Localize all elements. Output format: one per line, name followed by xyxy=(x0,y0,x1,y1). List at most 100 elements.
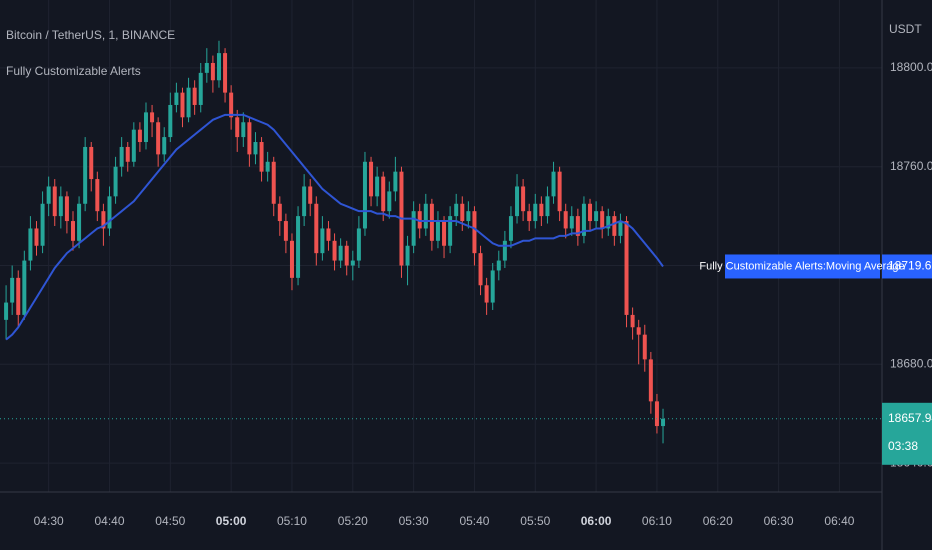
candle-body xyxy=(101,211,106,229)
candle-body xyxy=(387,191,392,212)
candle-body xyxy=(502,240,507,261)
x-tick-label: 04:30 xyxy=(34,514,64,528)
candle-body xyxy=(557,171,562,212)
candle-body xyxy=(302,186,307,217)
candle-body xyxy=(539,203,544,217)
candle-body xyxy=(545,196,550,217)
candle-body xyxy=(551,171,556,197)
candle-body xyxy=(107,196,112,229)
candle-body xyxy=(247,122,252,155)
x-tick-label: 05:00 xyxy=(216,514,247,528)
candle-body xyxy=(89,146,94,180)
candle-body xyxy=(332,240,337,261)
candle-body xyxy=(594,211,599,222)
candle-body xyxy=(198,72,203,105)
candle-body xyxy=(344,245,349,266)
countdown-label: 03:38 xyxy=(888,439,918,453)
candle-body xyxy=(216,53,221,81)
candle-body xyxy=(289,240,294,278)
x-tick-label: 05:30 xyxy=(399,514,429,528)
candle-body xyxy=(16,277,21,315)
candle-body xyxy=(95,179,100,212)
candle-body xyxy=(429,203,434,241)
candle-body xyxy=(648,359,653,402)
candle-body xyxy=(156,122,161,155)
candle-body xyxy=(478,253,483,286)
candle-body xyxy=(271,161,276,204)
candle-body xyxy=(618,221,623,236)
candle-body xyxy=(52,186,57,217)
ma-price-box xyxy=(882,254,932,279)
candle-body xyxy=(277,203,282,222)
candle-body xyxy=(381,176,386,212)
candle-body xyxy=(630,314,635,328)
candle-body xyxy=(64,196,69,222)
candle-body xyxy=(180,92,185,118)
y-tick-label: 18760.00 xyxy=(890,159,932,173)
candle-body xyxy=(490,270,495,303)
candle-body xyxy=(125,146,130,162)
x-tick-label: 04:50 xyxy=(155,514,185,528)
x-tick-label: 05:20 xyxy=(338,514,368,528)
candle-body xyxy=(253,142,258,155)
candle-body xyxy=(70,221,75,241)
candle-body xyxy=(46,186,51,204)
x-tick-label: 06:40 xyxy=(824,514,854,528)
ma-name-box xyxy=(725,254,880,279)
indicator-title: Fully Customizable Alerts xyxy=(6,64,141,78)
candle-body xyxy=(654,401,659,427)
candle-body xyxy=(241,122,246,138)
candle-body xyxy=(326,228,331,241)
y-tick-label: 18680.00 xyxy=(890,356,932,370)
candle-body xyxy=(460,203,465,222)
y-tick-label: 18800.00 xyxy=(890,60,932,74)
candle-body xyxy=(10,277,15,303)
candle-body xyxy=(533,203,538,222)
candle-body xyxy=(210,62,215,81)
x-tick-label: 06:10 xyxy=(642,514,672,528)
candle-body xyxy=(600,211,605,229)
candle-body xyxy=(515,186,520,217)
candle-body xyxy=(393,171,398,192)
candle-body xyxy=(362,161,367,229)
candle-body xyxy=(174,92,179,105)
candle-body xyxy=(40,203,45,246)
candle-body xyxy=(375,176,380,197)
candle-body xyxy=(259,142,264,172)
candle-body xyxy=(320,228,325,254)
last-price-box xyxy=(882,402,932,465)
x-tick-label: 05:50 xyxy=(520,514,550,528)
candle-body xyxy=(168,104,173,138)
moving-average-line xyxy=(5,113,664,341)
x-tick-label: 05:40 xyxy=(459,514,489,528)
candle-body xyxy=(448,216,453,246)
candle-body xyxy=(137,129,142,143)
candle-body xyxy=(265,161,270,172)
y-axis-label: USDT xyxy=(889,22,922,36)
candle-body xyxy=(235,117,240,138)
candle-body xyxy=(314,203,319,254)
candle-body xyxy=(442,221,447,246)
candle-body xyxy=(223,53,228,93)
candle-body xyxy=(521,186,526,212)
candle-body xyxy=(508,216,513,241)
x-tick-label: 04:40 xyxy=(94,514,124,528)
candle-body xyxy=(369,161,374,197)
candle-body xyxy=(350,260,355,266)
candle-body xyxy=(192,87,197,105)
candle-body xyxy=(472,211,477,254)
candle-body xyxy=(34,228,39,246)
candle-body xyxy=(606,216,611,229)
candle-body xyxy=(22,260,27,315)
candle-body xyxy=(405,245,410,266)
x-tick-label: 06:30 xyxy=(764,514,794,528)
candle-body xyxy=(162,137,167,155)
candle-body xyxy=(83,146,88,204)
candle-body xyxy=(77,203,82,241)
last-price-label: 18657.94 xyxy=(888,411,932,425)
candle-body xyxy=(356,228,361,261)
candle-body xyxy=(150,112,155,123)
candle-body xyxy=(435,221,440,241)
